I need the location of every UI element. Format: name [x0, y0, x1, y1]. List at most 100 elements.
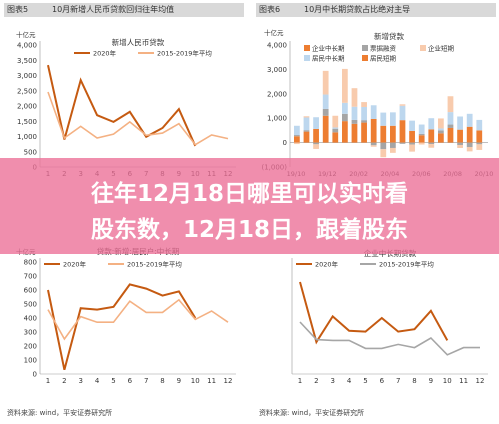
- bar-segment: [342, 68, 348, 103]
- bar-segment: [313, 144, 319, 149]
- bar-segment: [438, 133, 444, 143]
- bar-segment: [322, 115, 329, 143]
- bar-segment: [332, 127, 339, 129]
- y-tick-label: 1,000: [17, 133, 37, 141]
- bar-segment: [466, 142, 473, 147]
- bar-segment: [332, 115, 339, 128]
- bar-segment: [476, 142, 483, 145]
- x-tick-label: 10: [443, 377, 452, 385]
- y-tick-label: 300: [24, 329, 37, 337]
- bar-segment: [428, 144, 435, 148]
- bar-segment: [303, 117, 310, 131]
- bar-segment: [361, 106, 367, 121]
- bar-segment: [438, 130, 444, 134]
- bar-segment: [322, 70, 329, 95]
- headline-line-1: 往年12月18日哪里可以实时看: [90, 181, 408, 207]
- bar-segment: [438, 128, 444, 131]
- bar-segment: [361, 120, 367, 123]
- figure-heading: 10月新增人民币贷款回归往年均值: [52, 5, 175, 14]
- bar-segment: [399, 104, 406, 106]
- panel-header: 图表6 10月中长期贷款占比绝对主导: [256, 3, 496, 17]
- chart-loan-structure: 十亿元(1,000)01,0002,0003,0004,000新增贷款19/10…: [261, 28, 493, 178]
- series-line: [299, 321, 480, 356]
- legend-swatch: [420, 45, 426, 51]
- bar-segment: [418, 135, 425, 143]
- series-line: [47, 283, 197, 371]
- y-tick-label: 1,500: [17, 118, 37, 126]
- legend-label: 2020年: [315, 260, 339, 269]
- bar-segment: [476, 144, 483, 150]
- y-tick-label: 400: [24, 315, 37, 323]
- bar-segment: [447, 124, 454, 128]
- bar-segment: [390, 147, 396, 153]
- legend-label: 2015-2019年平均: [127, 260, 182, 269]
- y-tick-label: 2,000: [17, 103, 37, 111]
- y-tick-label: 500: [24, 301, 37, 309]
- bar-segment: [351, 123, 358, 143]
- x-tick-label: 11: [459, 377, 468, 385]
- bar-segment: [370, 142, 377, 146]
- bar-segment: [466, 113, 473, 127]
- series-line: [47, 298, 229, 341]
- bar-segment: [361, 122, 367, 143]
- y-tick-label: 600: [24, 287, 37, 295]
- legend-swatch: [362, 45, 368, 51]
- bar-segment: [399, 142, 406, 144]
- x-tick-label: 8: [412, 377, 416, 385]
- bar-segment: [380, 142, 387, 150]
- bar-segment: [380, 149, 387, 158]
- bar-segment: [351, 119, 358, 124]
- bar-segment: [418, 142, 425, 145]
- bar-segment: [476, 119, 483, 131]
- bar-segment: [332, 132, 339, 143]
- bar-segment: [390, 125, 396, 143]
- figure-number: 图表6: [259, 5, 281, 14]
- legend-label: 居民短期: [370, 54, 397, 63]
- x-tick-label: 6: [128, 377, 133, 385]
- bar-segment: [351, 88, 358, 107]
- bar-segment: [409, 142, 415, 145]
- bar-segment: [418, 133, 425, 136]
- bar-segment: [294, 125, 300, 136]
- bar-segment: [294, 142, 300, 145]
- chart-title: 新增贷款: [374, 31, 404, 41]
- bar-segment: [399, 105, 406, 121]
- bar-segment: [418, 124, 425, 134]
- bar-segment: [342, 102, 348, 114]
- y-tick-label: 500: [24, 148, 37, 156]
- bar-segment: [322, 108, 329, 116]
- y-tick-label: 1,000: [267, 115, 287, 123]
- bar-segment: [313, 142, 319, 145]
- legend-label: 2020年: [63, 260, 87, 269]
- legend-swatch: [304, 55, 310, 61]
- legend-label: 2015-2019年平均: [157, 49, 212, 58]
- series-line: [299, 281, 449, 345]
- y-tick-label: 2,000: [267, 90, 287, 98]
- x-tick-label: 2: [62, 377, 66, 385]
- bar-segment: [409, 144, 415, 152]
- x-tick-label: 9: [429, 377, 433, 385]
- bar-segment: [370, 118, 377, 143]
- bar-segment: [428, 118, 435, 130]
- bar-segment: [322, 94, 329, 109]
- bar-segment: [303, 116, 310, 118]
- bar-segment: [438, 118, 444, 129]
- bar-segment: [447, 112, 454, 125]
- figure-number: 图表5: [7, 5, 29, 14]
- x-tick-label: 12: [224, 377, 233, 385]
- x-tick-label: 3: [78, 377, 82, 385]
- bar-segment: [361, 102, 367, 107]
- bar-segment: [342, 121, 348, 143]
- bar-segment: [428, 129, 435, 143]
- bar-segment: [351, 106, 358, 120]
- bar-segment: [466, 146, 473, 152]
- x-tick-label: 1: [46, 377, 50, 385]
- unit-label: 十亿元: [264, 28, 284, 37]
- x-tick-label: 6: [380, 377, 385, 385]
- x-tick-label: 5: [111, 377, 115, 385]
- x-tick-label: 12: [476, 377, 485, 385]
- bar-segment: [390, 112, 396, 126]
- series-line: [47, 91, 229, 146]
- x-tick-label: 11: [207, 377, 216, 385]
- y-tick-label: 3,500: [17, 57, 37, 65]
